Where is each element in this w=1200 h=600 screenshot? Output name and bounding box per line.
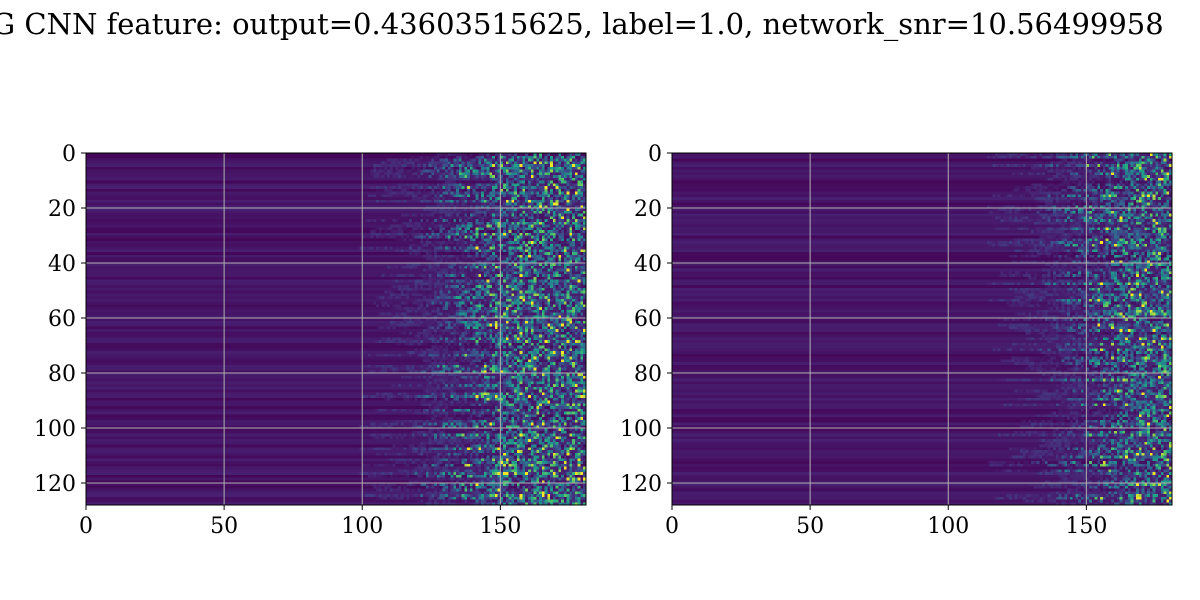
heatmap-left: 0 50 100 150 0 20 40 60 80 100 120	[34, 142, 587, 539]
x-tick-label: 50	[210, 514, 238, 539]
y-tick-label: 60	[634, 307, 662, 332]
y-tick-label: 100	[620, 417, 662, 442]
y-tick-label: 20	[48, 197, 76, 222]
y-tick-label: 0	[648, 142, 662, 167]
y-tick-label: 40	[48, 252, 76, 277]
x-tick-label: 0	[79, 514, 93, 539]
heatmap-image	[86, 153, 586, 505]
y-tick-label: 80	[634, 362, 662, 387]
x-tick-label: 150	[479, 514, 521, 539]
y-tick-label: 60	[48, 307, 76, 332]
y-tick-label: 40	[634, 252, 662, 277]
x-tick-label: 50	[796, 514, 824, 539]
axes-frame	[671, 152, 1173, 506]
y-tick-label: 80	[48, 362, 76, 387]
x-tick-label: 100	[341, 514, 383, 539]
heatmap-right: 0 50 100 150 0 20 40 60 80 100 120	[620, 142, 1173, 539]
x-tick-label: 0	[665, 514, 679, 539]
y-tick-label: 120	[34, 472, 76, 497]
x-tick-label: 100	[927, 514, 969, 539]
y-tick-label: 100	[34, 417, 76, 442]
y-tick-label: 0	[62, 142, 76, 167]
figure-title: G CNN feature: output=0.43603515625, lab…	[0, 7, 1164, 42]
y-tick-label: 120	[620, 472, 662, 497]
axes-frame	[85, 152, 587, 506]
y-tick-label: 20	[634, 197, 662, 222]
x-tick-label: 150	[1065, 514, 1107, 539]
heatmap-image	[672, 153, 1172, 505]
